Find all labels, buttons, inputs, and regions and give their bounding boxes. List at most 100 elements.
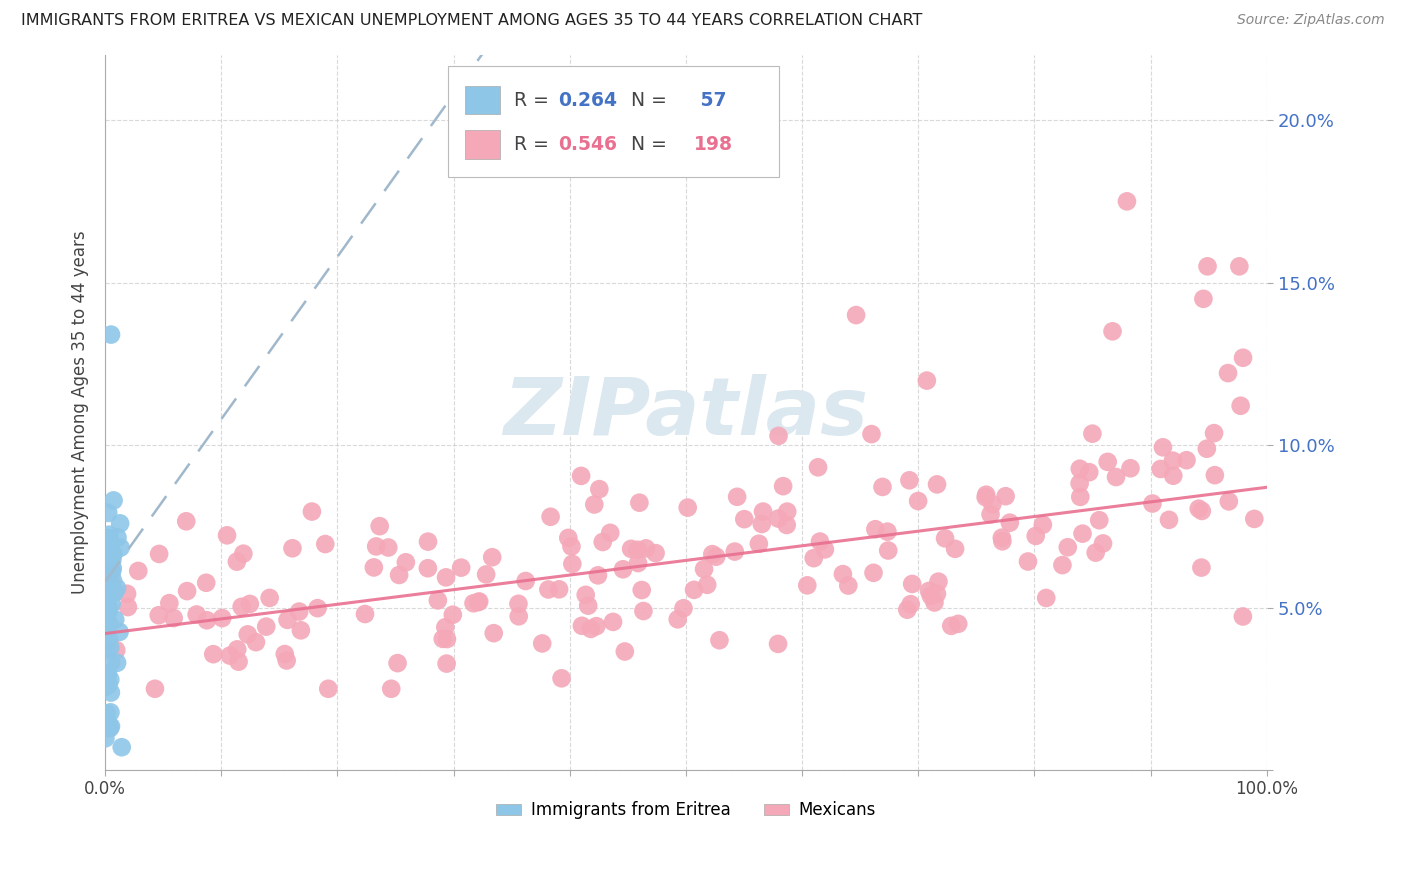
Point [796, 578, 818, 592]
Point [96, 574, 118, 589]
FancyBboxPatch shape [449, 66, 779, 177]
Point [96, 709, 118, 723]
Point [1157, 513, 1180, 527]
Point [1097, 455, 1119, 469]
Y-axis label: Unemployment Among Ages 35 to 44 years: Unemployment Among Ages 35 to 44 years [72, 231, 89, 594]
Text: 57: 57 [695, 91, 727, 110]
Point [585, 619, 607, 633]
Point [696, 578, 718, 592]
Point [634, 541, 657, 556]
Point [704, 549, 727, 564]
Point [481, 550, 503, 565]
Point [925, 587, 948, 601]
Point [845, 308, 868, 322]
Point [1189, 560, 1212, 574]
Point [918, 583, 941, 598]
Point [96, 563, 118, 577]
Point [100, 597, 122, 611]
Legend: Immigrants from Eritrea, Mexicans: Immigrants from Eritrea, Mexicans [489, 795, 883, 826]
Point [583, 498, 606, 512]
Point [733, 512, 755, 526]
Point [127, 564, 149, 578]
Point [96, 715, 118, 730]
Point [97, 531, 120, 545]
Point [1116, 194, 1139, 209]
Point [900, 597, 922, 611]
Text: R =: R = [515, 135, 555, 154]
Point [676, 500, 699, 515]
Point [768, 429, 790, 443]
Point [948, 616, 970, 631]
Point [101, 574, 124, 588]
Point [515, 574, 537, 588]
Point [436, 657, 458, 671]
Point [872, 480, 894, 494]
Point [1218, 494, 1240, 508]
Point [683, 582, 706, 597]
Point [231, 599, 253, 614]
Point [276, 653, 298, 667]
Point [561, 557, 583, 571]
Point [901, 577, 924, 591]
Point [101, 561, 124, 575]
Point [441, 607, 464, 622]
Point [672, 601, 695, 615]
Point [96, 597, 118, 611]
Point [1119, 461, 1142, 475]
Point [644, 546, 666, 560]
Point [1161, 468, 1184, 483]
Point [377, 541, 399, 555]
Point [388, 568, 411, 582]
Point [110, 541, 132, 555]
Text: ZIPatlas: ZIPatlas [503, 374, 869, 451]
Point [1017, 555, 1039, 569]
Point [1052, 558, 1074, 572]
Point [174, 514, 197, 528]
Point [100, 656, 122, 670]
Point [94, 589, 117, 603]
Point [316, 681, 339, 696]
Point [416, 561, 439, 575]
Point [96, 666, 118, 681]
Point [620, 541, 643, 556]
Point [211, 611, 233, 625]
Point [100, 685, 122, 699]
Point [290, 624, 312, 638]
Point [281, 541, 304, 556]
Point [97, 604, 120, 618]
Point [896, 602, 918, 616]
Text: IMMIGRANTS FROM ERITREA VS MEXICAN UNEMPLOYMENT AMONG AGES 35 TO 44 YEARS CORREL: IMMIGRANTS FROM ERITREA VS MEXICAN UNEMP… [21, 13, 922, 29]
Point [628, 496, 651, 510]
Point [259, 591, 281, 605]
Point [941, 619, 963, 633]
Point [100, 566, 122, 581]
Point [215, 528, 238, 542]
Point [1192, 292, 1215, 306]
Point [974, 490, 997, 504]
Text: R =: R = [515, 91, 555, 110]
Point [862, 566, 884, 580]
Point [599, 525, 621, 540]
Point [633, 604, 655, 618]
Point [920, 589, 942, 603]
Point [434, 620, 457, 634]
Point [97, 532, 120, 546]
Point [1229, 399, 1251, 413]
Point [432, 632, 454, 646]
Point [148, 608, 170, 623]
Point [94, 634, 117, 648]
Text: 198: 198 [695, 135, 733, 154]
Point [450, 560, 472, 574]
Point [97, 666, 120, 681]
Point [876, 524, 898, 539]
Point [576, 599, 599, 613]
Point [540, 509, 562, 524]
Point [202, 647, 225, 661]
Text: Source: ZipAtlas.com: Source: ZipAtlas.com [1237, 13, 1385, 28]
Point [463, 596, 485, 610]
Point [157, 596, 180, 610]
Point [105, 656, 128, 670]
Point [991, 531, 1014, 545]
Point [748, 537, 770, 551]
Point [751, 516, 773, 531]
